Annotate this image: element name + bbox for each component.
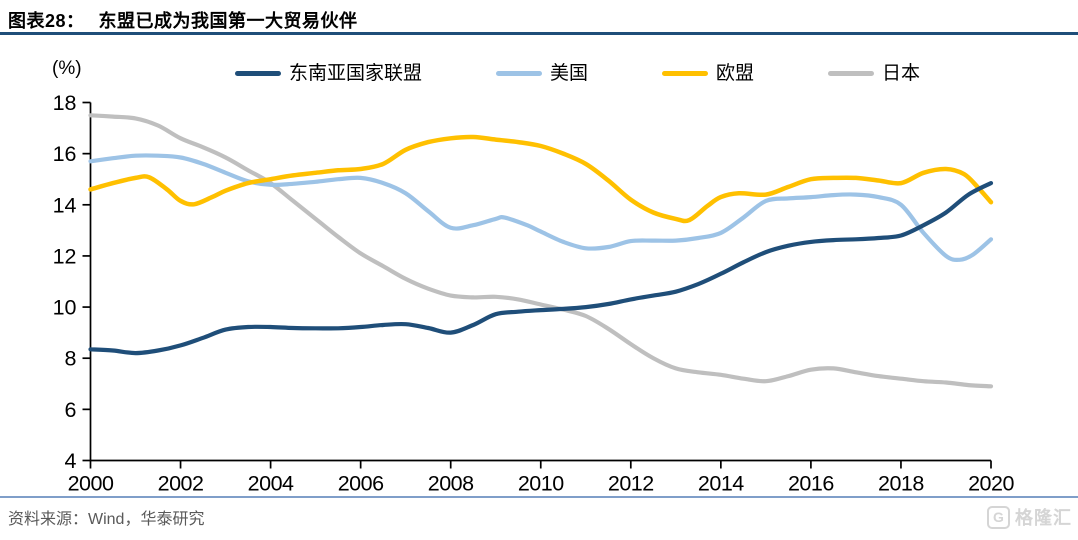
legend-item-东南亚国家联盟: 东南亚国家联盟 xyxy=(235,64,422,83)
x-tick-label: 2016 xyxy=(788,472,834,496)
legend-swatch-icon xyxy=(662,71,709,76)
x-tick-label: 2012 xyxy=(608,472,654,496)
x-tick-label: 2008 xyxy=(428,472,474,496)
legend-swatch-icon xyxy=(828,71,875,76)
gelonghui-watermark-text: 格隆汇 xyxy=(1015,508,1072,528)
legend-label: 东南亚国家联盟 xyxy=(289,63,423,84)
chart-legend: 东南亚国家联盟 美国 欧盟 日本 xyxy=(235,64,920,83)
y-tick-label: 8 xyxy=(65,347,77,371)
legend-label: 欧盟 xyxy=(716,63,755,84)
title-divider-rule xyxy=(0,32,1078,35)
legend-item-美国: 美国 xyxy=(496,64,588,83)
figure-number-label: 图表28： xyxy=(8,11,85,31)
y-axis-unit-label: (%) xyxy=(52,58,82,79)
chart-header: 图表28： 东盟已成为我国第一大贸易伙伴 xyxy=(8,7,358,33)
x-tick-label: 2014 xyxy=(698,472,744,496)
y-tick-label: 4 xyxy=(65,449,77,473)
gelonghui-watermark: G 格隆汇 xyxy=(987,504,1072,530)
legend-swatch-icon xyxy=(235,71,281,76)
line-series-美国 xyxy=(88,153,994,263)
x-tick-label: 2004 xyxy=(248,472,294,496)
gelonghui-logo-icon: G xyxy=(987,505,1010,529)
line-series-东南亚国家联盟 xyxy=(88,181,994,356)
source-text: 资料来源：Wind，华泰研究 xyxy=(8,511,205,528)
line-series-欧盟 xyxy=(88,134,994,224)
y-tick-label: 12 xyxy=(53,244,77,268)
footer-divider-rule xyxy=(0,496,1078,498)
legend-swatch-icon xyxy=(496,71,543,76)
x-tick-label: 2000 xyxy=(68,472,114,496)
legend-item-欧盟: 欧盟 xyxy=(662,64,754,83)
y-tick-label: 10 xyxy=(53,296,77,320)
x-tick-label: 2002 xyxy=(158,472,204,496)
x-tick-label: 2006 xyxy=(338,472,384,496)
y-tick-label: 16 xyxy=(53,142,77,166)
y-tick-label: 6 xyxy=(65,398,77,422)
x-tick-label: 2018 xyxy=(878,472,924,496)
legend-item-日本: 日本 xyxy=(828,64,920,83)
x-tick-label: 2020 xyxy=(968,472,1014,496)
line-series-日本 xyxy=(88,113,994,389)
y-tick-label: 14 xyxy=(53,193,77,217)
legend-label: 日本 xyxy=(882,63,921,84)
legend-label: 美国 xyxy=(550,63,589,84)
y-tick-label: 18 xyxy=(53,91,77,115)
x-tick-label: 2010 xyxy=(518,472,564,496)
chart-title: 东盟已成为我国第一大贸易伙伴 xyxy=(98,11,358,31)
